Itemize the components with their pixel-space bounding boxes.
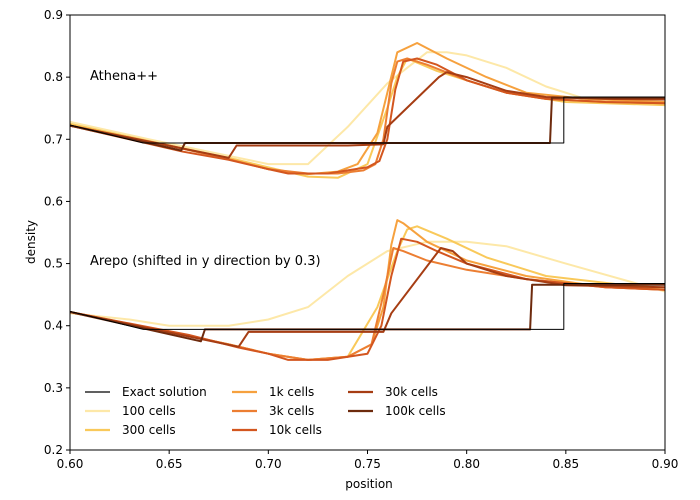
x-tick-label: 0.75 (354, 457, 381, 471)
legend-label: 3k cells (269, 404, 314, 418)
legend-label: 10k cells (269, 423, 322, 437)
legend-label: Exact solution (122, 385, 207, 399)
y-tick-label: 0.3 (44, 381, 63, 395)
annotation-arepo: Arepo (shifted in y direction by 0.3) (90, 254, 321, 269)
x-tick-label: 0.80 (453, 457, 480, 471)
y-tick-label: 0.5 (44, 257, 63, 271)
series-line-10k-cells-arepo (69, 237, 666, 361)
tick-layer: 0.60 0.65 0.70 0.75 0.80 0.85 0.90 0.2 0.3 0.4 0.5… (44, 8, 678, 471)
series-line-30k-cells-arepo (69, 247, 666, 348)
x-tick-label: 0.90 (652, 457, 679, 471)
x-tick-label: 0.85 (552, 457, 579, 471)
series-line-300-cells-athena (69, 57, 666, 179)
y-tick-label: 0.9 (44, 8, 63, 22)
x-axis-label: position (345, 477, 393, 491)
series-line-30k-cells-athena (69, 71, 666, 159)
legend: Exact solution 100 cells 300 cells 1k cells… (85, 385, 446, 437)
legend-label: 100k cells (385, 404, 446, 418)
y-tick-label: 0.6 (44, 194, 63, 208)
y-tick-label: 0.2 (44, 443, 63, 457)
series-line-exact-solution-athena (69, 96, 665, 144)
x-tick-label: 0.65 (156, 457, 183, 471)
x-tick-label: 0.60 (57, 457, 84, 471)
x-tick-label: 0.70 (255, 457, 282, 471)
series-line-300-cells-arepo (69, 225, 666, 361)
legend-label: 300 cells (122, 423, 176, 437)
series-line-10k-cells-athena (69, 57, 666, 175)
annotation-athena: Athena++ (90, 69, 158, 84)
y-tick-label: 0.7 (44, 132, 63, 146)
y-axis-label: density (24, 220, 38, 264)
series-line-1k-cells-athena (69, 42, 666, 176)
series-layer (69, 42, 666, 361)
legend-label: 30k cells (385, 385, 438, 399)
series-line-3k-cells-athena (69, 57, 666, 175)
series-line-exact-solution-arepo (69, 283, 665, 330)
y-tick-label: 0.8 (44, 70, 63, 84)
series-line-100-cells-arepo (69, 240, 666, 327)
series-line-1k-cells-arepo (69, 219, 666, 361)
legend-label: 1k cells (269, 385, 314, 399)
legend-label: 100 cells (122, 404, 176, 418)
series-line-100-cells-athena (69, 51, 666, 166)
y-tick-label: 0.4 (44, 319, 63, 333)
